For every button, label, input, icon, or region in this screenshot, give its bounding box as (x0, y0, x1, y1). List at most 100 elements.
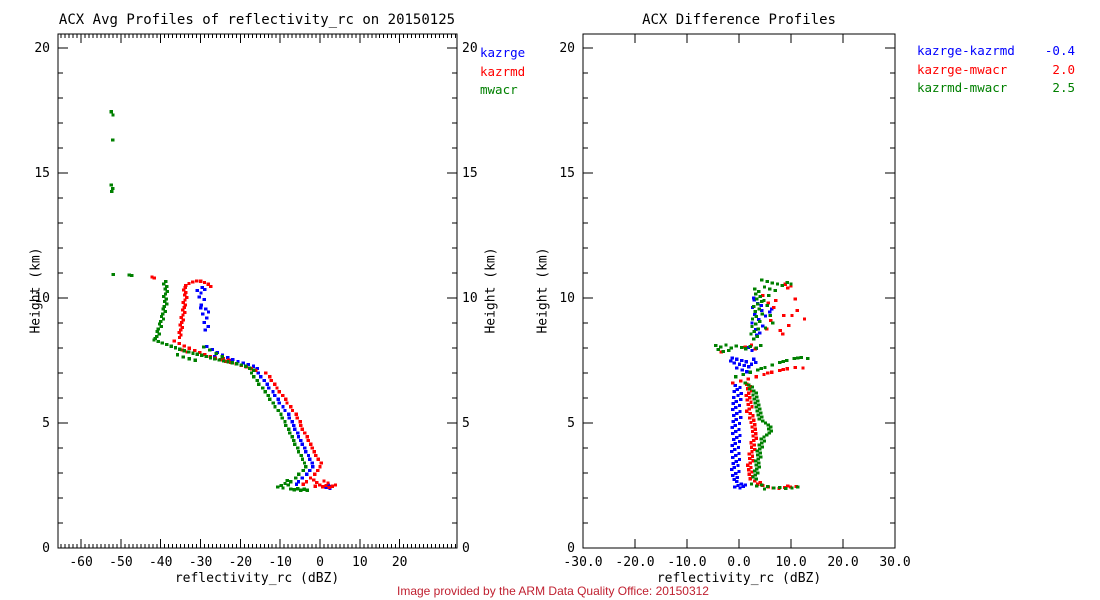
data-point (315, 480, 319, 485)
data-point (286, 412, 291, 416)
data-point (753, 459, 758, 463)
data-point (753, 360, 758, 365)
data-point (303, 446, 307, 450)
data-point (763, 365, 767, 370)
data-point (750, 385, 755, 389)
data-point (749, 332, 753, 336)
data-point (760, 299, 764, 304)
data-point (319, 461, 323, 465)
data-point (313, 484, 317, 488)
data-point (308, 457, 312, 461)
data-point (719, 350, 723, 354)
right-plot-x-axis-title: reflectivity_rc (dBZ) (656, 571, 822, 586)
left-plot-y-axis-title: Height (km) (28, 247, 44, 334)
data-point (747, 383, 751, 387)
data-point (757, 417, 761, 421)
data-point (731, 431, 735, 436)
legend-mean-value: 2.0 (1052, 61, 1075, 77)
data-point (733, 423, 738, 428)
data-point (203, 328, 207, 332)
data-point (279, 412, 283, 416)
data-point (750, 324, 754, 329)
data-point (163, 299, 167, 304)
data-point (259, 375, 263, 379)
data-point (760, 415, 764, 419)
data-point (306, 453, 311, 458)
data-point (799, 355, 804, 360)
data-point (749, 445, 754, 449)
legend-item-kazrmd: kazrmd (480, 63, 526, 79)
x-tick-label: -30.0 (563, 555, 602, 570)
data-point (755, 409, 759, 413)
data-point (287, 416, 292, 420)
data-point (768, 313, 772, 318)
data-point (283, 408, 287, 413)
data-point (749, 389, 754, 393)
data-point (762, 439, 767, 443)
data-point (198, 306, 203, 310)
data-point (195, 288, 200, 293)
data-point (757, 443, 761, 447)
data-point (750, 425, 754, 429)
data-point (292, 488, 296, 492)
data-point (765, 279, 769, 284)
footer-credit: Image provided by the ARM Data Quality O… (397, 584, 709, 598)
data-point (279, 483, 284, 488)
data-point (312, 450, 317, 454)
right-plot-title: ACX Difference Profiles (642, 12, 836, 28)
data-point (730, 467, 734, 472)
data-point (751, 393, 755, 397)
data-point (732, 437, 736, 442)
data-point (201, 312, 205, 316)
data-point (159, 324, 163, 329)
data-point (744, 360, 748, 364)
data-point (792, 356, 796, 361)
data-point (177, 330, 181, 335)
data-point (161, 312, 165, 316)
data-point (181, 300, 186, 305)
data-point (765, 371, 770, 375)
data-point (759, 343, 763, 348)
data-point (152, 276, 157, 280)
data-point (271, 401, 276, 405)
data-point (214, 351, 218, 356)
data-point (731, 473, 735, 478)
data-point (290, 435, 294, 439)
data-point (737, 457, 742, 462)
data-point (748, 387, 752, 391)
data-point (248, 366, 252, 370)
data-point (772, 486, 776, 490)
data-point (322, 479, 326, 483)
data-point (764, 433, 769, 437)
data-point (757, 317, 761, 322)
data-point (759, 455, 763, 459)
data-point (111, 272, 116, 277)
data-point (296, 480, 301, 484)
data-point (111, 113, 115, 117)
x-tick-label: 20.0 (827, 555, 858, 570)
data-point (194, 279, 199, 283)
data-point (286, 483, 290, 487)
data-point (734, 453, 738, 458)
data-point (173, 346, 178, 350)
data-point (751, 434, 755, 438)
legend-label: kazrge-mwacr (917, 61, 1008, 77)
data-point (300, 476, 304, 480)
data-point (732, 389, 736, 394)
data-point (758, 294, 762, 299)
data-point (301, 468, 305, 473)
data-point (252, 375, 256, 379)
data-point (204, 307, 208, 311)
data-point (733, 383, 738, 388)
data-point (311, 478, 316, 482)
data-point (202, 280, 207, 285)
data-point (305, 472, 309, 476)
series-kazrge (195, 285, 333, 491)
data-point (743, 345, 747, 349)
y-tick-label-right: 20 (462, 41, 478, 56)
data-point (781, 367, 785, 372)
data-point (182, 310, 187, 315)
x-tick-label: -10 (268, 555, 291, 570)
data-point (272, 393, 277, 398)
data-point (304, 465, 308, 469)
